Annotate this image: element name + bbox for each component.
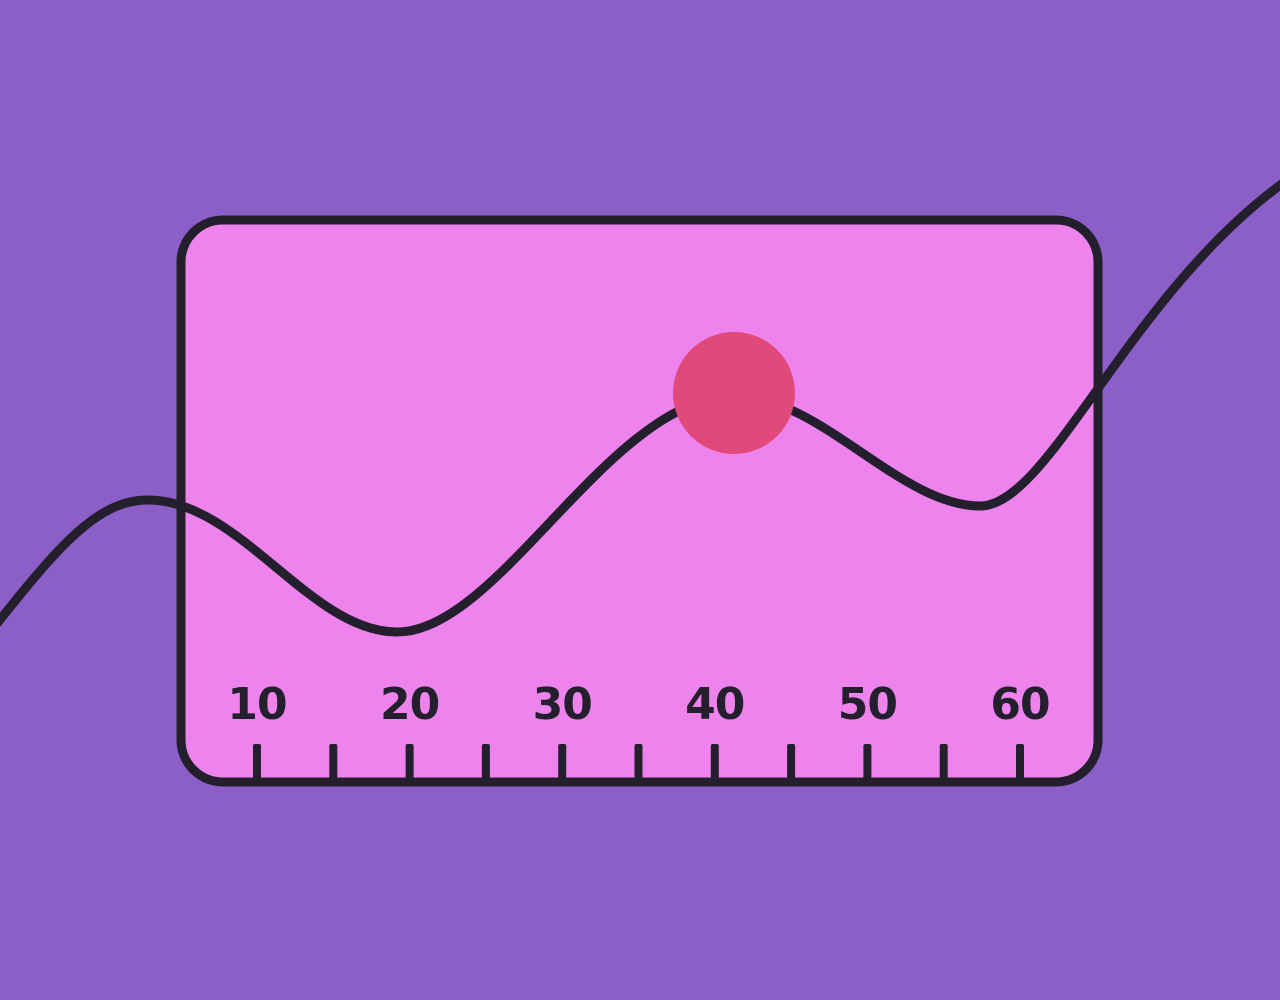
- tick-mark: [405, 744, 414, 781]
- axis-label: 60: [990, 679, 1049, 730]
- axis-label: 30: [533, 679, 592, 730]
- axis-label: 20: [380, 679, 439, 730]
- tick-mark: [481, 744, 490, 781]
- tick-mark: [558, 744, 567, 781]
- curve-line: [0, 179, 1280, 637]
- tick-mark: [710, 744, 719, 781]
- data-point-marker: [673, 332, 795, 454]
- tick-mark: [634, 744, 643, 781]
- tick-mark: [863, 744, 872, 781]
- axis-label: 50: [838, 679, 897, 730]
- tick-mark: [939, 744, 948, 781]
- tick-mark: [787, 744, 796, 781]
- tick-mark: [1016, 744, 1024, 781]
- axis-label: 10: [227, 679, 286, 730]
- tick-mark: [253, 744, 261, 781]
- tick-mark: [329, 744, 338, 781]
- axis-label: 40: [685, 679, 744, 730]
